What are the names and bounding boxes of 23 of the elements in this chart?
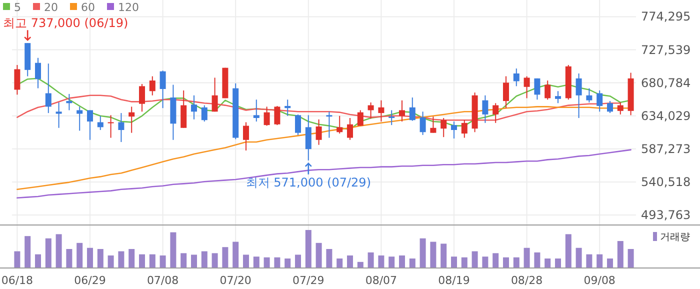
legend-label: 거래량 [660, 232, 690, 243]
legend-label: 60 [81, 1, 95, 14]
legend-label: 120 [118, 1, 139, 14]
y-tick-label: 680,784 [641, 76, 691, 90]
annotation: 최고 737,000 (06/19) [3, 16, 128, 30]
x-tick-label: 08/19 [438, 274, 470, 287]
x-tick-label: 07/29 [292, 274, 324, 287]
x-tick-label: 08/28 [510, 274, 543, 287]
x-tick-label: 08/07 [365, 274, 398, 287]
legend-label: 20 [44, 1, 58, 14]
x-tick-label: 06/18 [1, 274, 34, 287]
x-tick-label: 07/08 [146, 274, 179, 287]
y-tick-label: 587,273 [641, 142, 691, 156]
y-tick-label: 540,518 [641, 174, 691, 189]
annotation: 최저 571,000 (07/29) [246, 175, 371, 190]
y-tick-label: 774,295 [641, 10, 691, 24]
y-tick-label: 493,763 [641, 208, 691, 222]
legend-label: 5 [14, 1, 21, 14]
x-tick-label: 07/20 [220, 274, 252, 287]
y-tick-label: 727,539 [641, 42, 691, 57]
x-tick-label: 06/29 [74, 274, 106, 287]
y-tick-label: 634,029 [641, 108, 691, 123]
x-tick-label: 09/08 [584, 274, 616, 287]
